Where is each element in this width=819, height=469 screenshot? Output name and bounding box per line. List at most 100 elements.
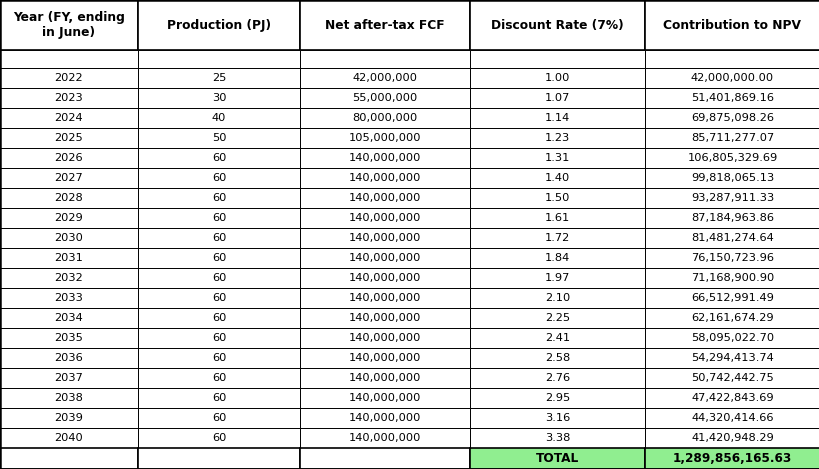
Text: 47,422,843.69: 47,422,843.69: [690, 393, 773, 403]
Bar: [469, 228, 645, 248]
Text: 2036: 2036: [55, 353, 84, 363]
Bar: [469, 308, 645, 328]
Text: 140,000,000: 140,000,000: [348, 173, 421, 183]
Bar: [645, 128, 819, 148]
Text: 81,481,274.64: 81,481,274.64: [690, 233, 773, 243]
Bar: [138, 248, 300, 268]
Text: 2038: 2038: [55, 393, 84, 403]
Text: 55,000,000: 55,000,000: [352, 93, 417, 103]
Text: 60: 60: [211, 253, 226, 263]
Text: 140,000,000: 140,000,000: [348, 253, 421, 263]
Text: 60: 60: [211, 413, 226, 423]
Text: 2.10: 2.10: [544, 293, 569, 303]
Bar: [469, 288, 645, 308]
Text: 60: 60: [211, 353, 226, 363]
Text: 1.61: 1.61: [544, 213, 569, 223]
Bar: [300, 188, 469, 208]
Text: 1.40: 1.40: [544, 173, 569, 183]
Bar: [138, 268, 300, 288]
Bar: [469, 148, 645, 168]
Text: 105,000,000: 105,000,000: [348, 133, 421, 143]
Bar: [138, 308, 300, 328]
Text: 2039: 2039: [55, 413, 84, 423]
Text: 1.07: 1.07: [544, 93, 569, 103]
Bar: [469, 128, 645, 148]
Text: 1.50: 1.50: [544, 193, 569, 203]
Text: 2033: 2033: [55, 293, 84, 303]
Bar: [300, 248, 469, 268]
Bar: [300, 448, 469, 469]
Bar: [0, 268, 138, 288]
Text: Net after-tax FCF: Net after-tax FCF: [325, 18, 444, 31]
Bar: [300, 268, 469, 288]
Text: 2027: 2027: [55, 173, 84, 183]
Bar: [469, 328, 645, 348]
Text: 60: 60: [211, 393, 226, 403]
Bar: [469, 408, 645, 428]
Bar: [469, 88, 645, 108]
Text: 140,000,000: 140,000,000: [348, 393, 421, 403]
Bar: [138, 428, 300, 448]
Bar: [138, 128, 300, 148]
Text: 140,000,000: 140,000,000: [348, 273, 421, 283]
Text: 3.16: 3.16: [544, 413, 569, 423]
Text: 2022: 2022: [55, 73, 84, 83]
Text: 60: 60: [211, 193, 226, 203]
Bar: [469, 268, 645, 288]
Text: 140,000,000: 140,000,000: [348, 193, 421, 203]
Bar: [645, 268, 819, 288]
Text: 2.41: 2.41: [545, 333, 569, 343]
Bar: [469, 108, 645, 128]
Text: 54,294,413.74: 54,294,413.74: [690, 353, 773, 363]
Bar: [469, 368, 645, 388]
Text: 2028: 2028: [55, 193, 84, 203]
Text: 140,000,000: 140,000,000: [348, 293, 421, 303]
Bar: [645, 0, 819, 50]
Bar: [0, 328, 138, 348]
Text: Year (FY, ending
in June): Year (FY, ending in June): [13, 11, 124, 39]
Text: 140,000,000: 140,000,000: [348, 333, 421, 343]
Text: 2025: 2025: [55, 133, 84, 143]
Bar: [469, 0, 645, 50]
Bar: [138, 108, 300, 128]
Bar: [300, 368, 469, 388]
Bar: [300, 348, 469, 368]
Bar: [300, 428, 469, 448]
Bar: [0, 108, 138, 128]
Text: 60: 60: [211, 313, 226, 323]
Text: Production (PJ): Production (PJ): [167, 18, 270, 31]
Text: TOTAL: TOTAL: [536, 452, 578, 465]
Text: 99,818,065.13: 99,818,065.13: [690, 173, 773, 183]
Text: 60: 60: [211, 213, 226, 223]
Text: 60: 60: [211, 373, 226, 383]
Bar: [0, 168, 138, 188]
Text: 1.14: 1.14: [544, 113, 569, 123]
Bar: [469, 68, 645, 88]
Bar: [645, 308, 819, 328]
Text: 3.38: 3.38: [544, 433, 569, 443]
Text: 2.58: 2.58: [544, 353, 569, 363]
Text: 1.00: 1.00: [544, 73, 569, 83]
Text: 1,289,856,165.63: 1,289,856,165.63: [672, 452, 791, 465]
Text: 140,000,000: 140,000,000: [348, 313, 421, 323]
Bar: [469, 188, 645, 208]
Text: 40: 40: [211, 113, 226, 123]
Text: 87,184,963.86: 87,184,963.86: [690, 213, 773, 223]
Bar: [138, 88, 300, 108]
Bar: [138, 348, 300, 368]
Bar: [138, 188, 300, 208]
Bar: [645, 168, 819, 188]
Bar: [645, 368, 819, 388]
Text: 80,000,000: 80,000,000: [352, 113, 417, 123]
Text: Discount Rate (7%): Discount Rate (7%): [491, 18, 623, 31]
Bar: [300, 148, 469, 168]
Text: 58,095,022.70: 58,095,022.70: [690, 333, 773, 343]
Text: 2026: 2026: [55, 153, 84, 163]
Text: 1.84: 1.84: [544, 253, 569, 263]
Bar: [300, 228, 469, 248]
Bar: [0, 188, 138, 208]
Bar: [645, 248, 819, 268]
Bar: [645, 448, 819, 469]
Bar: [645, 50, 819, 68]
Bar: [469, 208, 645, 228]
